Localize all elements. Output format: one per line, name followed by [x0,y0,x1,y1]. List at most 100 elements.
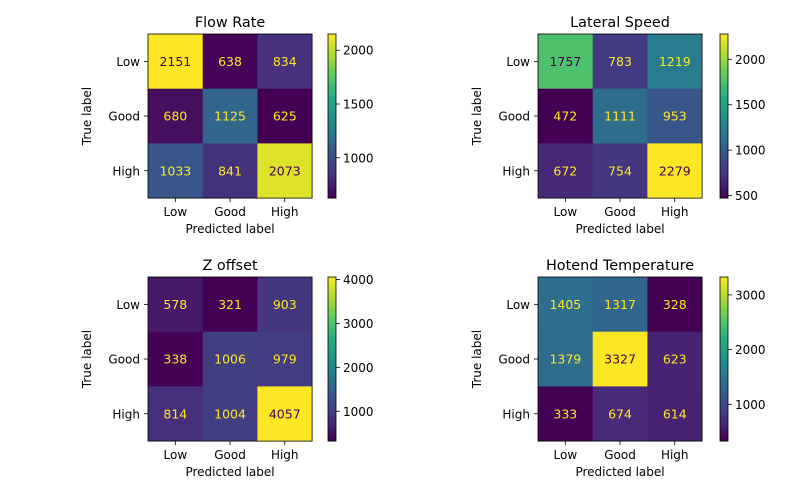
cell-value-label: 321 [218,297,242,312]
colorbar-tick-label: 4000 [343,273,374,287]
y-axis-label: True label [470,87,484,146]
cell-value-label: 834 [273,54,297,69]
y-tick-label: Low [116,55,140,69]
colorbar-tick-label: 1000 [343,405,374,419]
heatmap-cell [148,143,204,199]
y-tick-label: Low [116,298,140,312]
cell-value-label: 783 [608,54,632,69]
cell-value-label: 903 [273,297,297,312]
heatmap-cell [202,331,258,387]
cell-value-label: 338 [163,352,187,367]
heatmap-cell [257,331,313,387]
x-tick-label: High [271,448,299,462]
cell-value-label: 3327 [604,352,636,367]
cell-value-label: 578 [163,297,187,312]
colorbar-tick-label: 2000 [343,44,374,58]
heatmap-cell [148,88,204,144]
colorbar-tick-label: 3000 [735,288,766,302]
y-tick-label: High [502,407,530,421]
heatmap-cell [538,34,594,90]
cell-value-label: 841 [218,163,242,178]
cell-value-label: 1757 [549,54,581,69]
cell-value-label: 680 [163,109,187,124]
y-tick-label: High [112,407,140,421]
heatmap-cell [592,277,648,333]
heatmap-cell [647,386,703,442]
heatmap-cell [202,277,258,333]
y-tick-label: Low [506,298,530,312]
colorbar-tick-label: 1500 [735,98,766,112]
heatmap-cell [592,143,648,199]
heatmap-cell [257,386,313,442]
cell-value-label: 1033 [159,163,191,178]
heatmap-cell [592,331,648,387]
colorbar [719,33,729,199]
chart-title: Lateral Speed [570,15,670,31]
cell-value-label: 623 [663,352,687,367]
cell-value-label: 328 [663,297,687,312]
cell-value-label: 333 [553,406,577,421]
cell-value-label: 953 [663,109,687,124]
x-axis-label: Predicted label [185,465,274,479]
confusion-matrix-4: Hotend Temperature 1405 1317 328 1379 3327 623… [470,258,766,479]
x-tick-label: Good [214,205,246,219]
heatmap-cell [257,88,313,144]
x-tick-label: High [661,448,689,462]
colorbar-tick-label: 1500 [343,98,374,112]
cell-value-label: 979 [273,352,297,367]
y-tick-label: Good [108,353,140,367]
x-axis-label: Predicted label [575,222,664,236]
heatmap-cell [647,34,703,90]
colorbar-tick-label: 1000 [735,398,766,412]
heatmap-cell [257,277,313,333]
colorbar-tick-label: 1000 [735,144,766,158]
heatmap-cell [148,331,204,387]
heatmap-cell [538,331,594,387]
heatmap-cell [538,88,594,144]
colorbar [327,276,337,442]
x-axis-label: Predicted label [185,222,274,236]
x-axis-label: Predicted label [575,465,664,479]
x-tick-label: Low [164,205,188,219]
cell-value-label: 814 [163,406,187,421]
y-tick-label: Low [506,55,530,69]
cell-value-label: 1379 [549,352,581,367]
heatmap-cell [202,386,258,442]
x-tick-label: Low [164,448,188,462]
cell-value-label: 4057 [269,406,301,421]
cell-value-label: 674 [608,406,632,421]
confusion-matrix-3: Z offset 578 321 903 338 1006 979 814 1004 4057 Lo… [80,258,374,479]
colorbar-tick-label: 2000 [735,53,766,67]
cell-value-label: 625 [273,109,297,124]
y-tick-label: Good [498,110,530,124]
cell-value-label: 1317 [604,297,636,312]
confusion-matrix-1: Flow Rate 2151 638 834 680 1125 625 1033 841 2073… [80,15,374,236]
confusion-matrix-2: Lateral Speed 1757 783 1219 472 1111 953 672 754… [470,15,766,236]
colorbar-tick-label: 3000 [343,317,374,331]
heatmap-cell [202,34,258,90]
cell-value-label: 1219 [659,54,691,69]
heatmap-cell [148,277,204,333]
cell-value-label: 638 [218,54,242,69]
cell-value-label: 1405 [549,297,581,312]
colorbar-tick-label: 2000 [735,343,766,357]
cell-value-label: 1006 [214,352,246,367]
heatmap-cell [647,88,703,144]
x-tick-label: Good [214,448,246,462]
x-tick-label: Good [604,205,636,219]
y-axis-label: True label [80,330,94,389]
chart-title: Z offset [202,258,258,274]
heatmap-cell [538,386,594,442]
x-tick-label: Good [604,448,636,462]
y-tick-label: High [502,164,530,178]
cell-value-label: 1004 [214,406,246,421]
heatmap-cell [592,386,648,442]
heatmap-cell [592,88,648,144]
x-tick-label: High [661,205,689,219]
x-tick-label: High [271,205,299,219]
cell-value-label: 1111 [604,109,636,124]
colorbar [719,276,729,442]
y-tick-label: Good [108,110,140,124]
colorbar-tick-label: 2000 [343,361,374,375]
cell-value-label: 2073 [269,163,301,178]
